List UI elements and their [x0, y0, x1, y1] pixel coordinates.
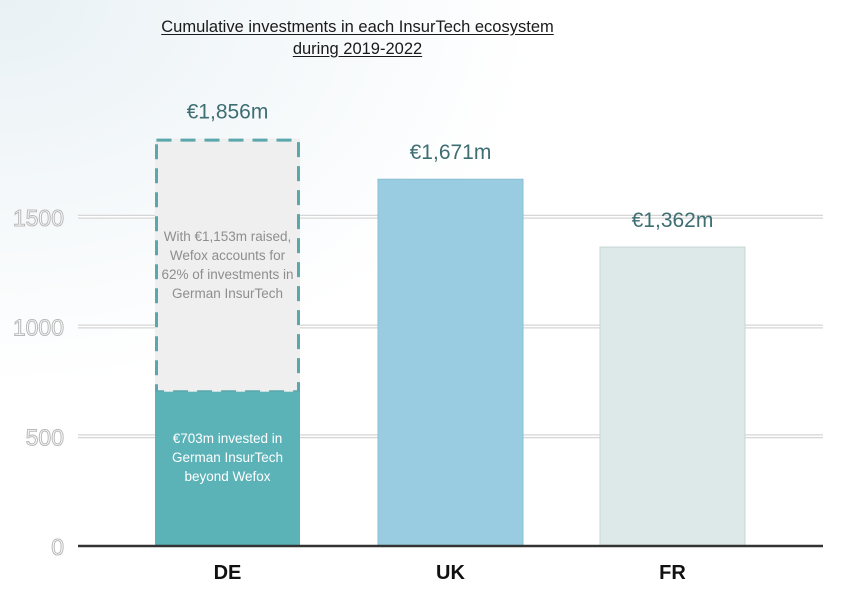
de-other-segment-label: €703m invested in German InsurTech beyon…: [171, 430, 284, 484]
de-wefox-segment-label: With €1,153m raised, Wefox accounts for …: [161, 228, 294, 301]
category-label-fr: FR: [659, 562, 686, 584]
bar-de-wefox-segment: [155, 138, 300, 392]
value-label-de: €1,856m: [187, 101, 269, 124]
chart-title-line-2: during 2019-2022: [292, 40, 423, 58]
value-label-uk: €1,671m: [410, 141, 492, 164]
bars: [155, 138, 746, 547]
x-axis-categories: DE UK FR: [214, 562, 687, 584]
bar-uk: [377, 178, 524, 547]
y-axis-ticks: 0 500 1000 1500: [12, 204, 64, 560]
y-tick-0: 0: [51, 534, 64, 560]
category-label-uk: UK: [436, 562, 465, 584]
y-tick-1500: 1500: [13, 205, 64, 231]
chart-title-line-1: Cumulative investments in each InsurTech…: [161, 18, 554, 36]
value-label-fr: €1,362m: [632, 209, 714, 232]
bar-de-other-segment: [155, 391, 300, 546]
bar-fr: [599, 246, 746, 547]
chart-title: Cumulative investments in each InsurTech…: [0, 16, 715, 60]
y-tick-1000: 1000: [13, 315, 64, 341]
value-labels: €1,856m €1,671m €1,362m: [187, 101, 714, 232]
y-tick-500: 500: [26, 424, 64, 450]
category-label-de: DE: [214, 562, 242, 584]
